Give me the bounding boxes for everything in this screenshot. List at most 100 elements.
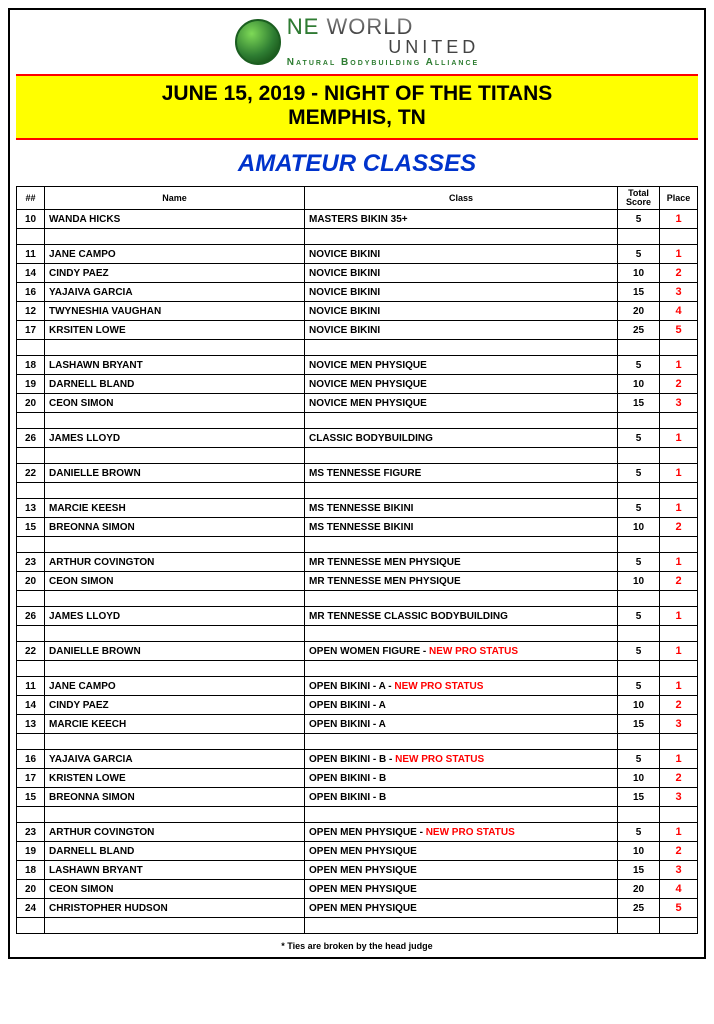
cell-place: 1 bbox=[660, 464, 698, 483]
spacer-cell bbox=[17, 626, 45, 642]
table-row: 17KRSITEN LOWENOVICE BIKINI255 bbox=[17, 321, 698, 340]
spacer-cell bbox=[660, 413, 698, 429]
cell-class: NOVICE BIKINI bbox=[305, 245, 618, 264]
cell-num: 19 bbox=[17, 375, 45, 394]
cell-name: CEON SIMON bbox=[45, 880, 305, 899]
cell-score: 20 bbox=[618, 302, 660, 321]
cell-num: 22 bbox=[17, 642, 45, 661]
table-row: 12TWYNESHIA VAUGHANNOVICE BIKINI204 bbox=[17, 302, 698, 321]
cell-num: 17 bbox=[17, 321, 45, 340]
cell-class: NOVICE BIKINI bbox=[305, 321, 618, 340]
spacer-cell bbox=[618, 591, 660, 607]
spacer-row bbox=[17, 448, 698, 464]
new-pro-badge: NEW PRO STATUS bbox=[395, 754, 484, 765]
spacer-cell bbox=[618, 413, 660, 429]
spacer-cell bbox=[45, 807, 305, 823]
cell-num: 20 bbox=[17, 572, 45, 591]
cell-class: NOVICE BIKINI bbox=[305, 283, 618, 302]
spacer-cell bbox=[45, 340, 305, 356]
spacer-cell bbox=[305, 734, 618, 750]
cell-num: 23 bbox=[17, 823, 45, 842]
cell-num: 26 bbox=[17, 429, 45, 448]
cell-place: 1 bbox=[660, 499, 698, 518]
table-row: 26JAMES LLOYDCLASSIC BODYBUILDING51 bbox=[17, 429, 698, 448]
table-row: 13MARCIE KEESHMS TENNESSE BIKINI51 bbox=[17, 499, 698, 518]
cell-name: YAJAIVA GARCIA bbox=[45, 283, 305, 302]
cell-name: KRSITEN LOWE bbox=[45, 321, 305, 340]
cell-class: OPEN BIKINI - B bbox=[305, 769, 618, 788]
spacer-cell bbox=[618, 537, 660, 553]
cell-name: CINDY PAEZ bbox=[45, 696, 305, 715]
cell-place: 2 bbox=[660, 769, 698, 788]
spacer-cell bbox=[618, 626, 660, 642]
cell-score: 10 bbox=[618, 842, 660, 861]
spacer-cell bbox=[305, 483, 618, 499]
cell-score: 10 bbox=[618, 572, 660, 591]
results-table: ## Name Class Total Score Place 10WANDA … bbox=[16, 186, 698, 934]
spacer-cell bbox=[618, 483, 660, 499]
cell-num: 12 bbox=[17, 302, 45, 321]
spacer-cell bbox=[17, 340, 45, 356]
cell-name: DANIELLE BROWN bbox=[45, 642, 305, 661]
cell-name: DANIELLE BROWN bbox=[45, 464, 305, 483]
table-row: 19DARNELL BLANDNOVICE MEN PHYSIQUE102 bbox=[17, 375, 698, 394]
table-row: 15BREONNA SIMONMS TENNESSE BIKINI102 bbox=[17, 518, 698, 537]
spacer-cell bbox=[618, 448, 660, 464]
cell-place: 1 bbox=[660, 553, 698, 572]
cell-place: 2 bbox=[660, 572, 698, 591]
cell-name: LASHAWN BRYANT bbox=[45, 861, 305, 880]
cell-num: 18 bbox=[17, 861, 45, 880]
table-row: 14CINDY PAEZNOVICE BIKINI102 bbox=[17, 264, 698, 283]
cell-name: BREONNA SIMON bbox=[45, 788, 305, 807]
cell-num: 11 bbox=[17, 677, 45, 696]
col-header-place: Place bbox=[660, 187, 698, 210]
spacer-cell bbox=[660, 807, 698, 823]
col-header-num: ## bbox=[17, 187, 45, 210]
cell-place: 2 bbox=[660, 518, 698, 537]
cell-num: 18 bbox=[17, 356, 45, 375]
cell-name: CEON SIMON bbox=[45, 572, 305, 591]
cell-score: 5 bbox=[618, 429, 660, 448]
cell-score: 15 bbox=[618, 283, 660, 302]
cell-score: 5 bbox=[618, 677, 660, 696]
col-header-name: Name bbox=[45, 187, 305, 210]
cell-score: 5 bbox=[618, 356, 660, 375]
cell-place: 2 bbox=[660, 842, 698, 861]
spacer-cell bbox=[17, 918, 45, 934]
section-title: AMATEUR CLASSES bbox=[10, 140, 704, 186]
cell-class: OPEN MEN PHYSIQUE bbox=[305, 899, 618, 918]
cell-name: DARNELL BLAND bbox=[45, 842, 305, 861]
cell-class: OPEN MEN PHYSIQUE bbox=[305, 842, 618, 861]
cell-name: JANE CAMPO bbox=[45, 677, 305, 696]
spacer-cell bbox=[660, 626, 698, 642]
spacer-cell bbox=[45, 483, 305, 499]
cell-class: OPEN MEN PHYSIQUE - NEW PRO STATUS bbox=[305, 823, 618, 842]
table-row: 16YAJAIVA GARCIAOPEN BIKINI - B - NEW PR… bbox=[17, 750, 698, 769]
cell-class: CLASSIC BODYBUILDING bbox=[305, 429, 618, 448]
cell-place: 4 bbox=[660, 302, 698, 321]
spacer-row bbox=[17, 229, 698, 245]
cell-place: 1 bbox=[660, 245, 698, 264]
spacer-cell bbox=[305, 413, 618, 429]
spacer-cell bbox=[618, 807, 660, 823]
spacer-row bbox=[17, 591, 698, 607]
cell-score: 15 bbox=[618, 861, 660, 880]
cell-num: 20 bbox=[17, 880, 45, 899]
cell-name: JANE CAMPO bbox=[45, 245, 305, 264]
spacer-cell bbox=[660, 448, 698, 464]
logo: NE WORLD UNITED Natural Bodybuilding All… bbox=[235, 16, 479, 68]
new-pro-badge: NEW PRO STATUS bbox=[426, 827, 515, 838]
cell-score: 10 bbox=[618, 375, 660, 394]
cell-num: 14 bbox=[17, 696, 45, 715]
logo-ne: NE bbox=[287, 14, 320, 39]
spacer-cell bbox=[305, 448, 618, 464]
spacer-cell bbox=[17, 448, 45, 464]
table-row: 22DANIELLE BROWNMS TENNESSE FIGURE51 bbox=[17, 464, 698, 483]
spacer-cell bbox=[305, 591, 618, 607]
cell-score: 10 bbox=[618, 518, 660, 537]
table-row: 15BREONNA SIMONOPEN BIKINI - B153 bbox=[17, 788, 698, 807]
spacer-cell bbox=[660, 591, 698, 607]
spacer-row bbox=[17, 413, 698, 429]
cell-name: MARCIE KEESH bbox=[45, 499, 305, 518]
table-row: 22DANIELLE BROWNOPEN WOMEN FIGURE - NEW … bbox=[17, 642, 698, 661]
